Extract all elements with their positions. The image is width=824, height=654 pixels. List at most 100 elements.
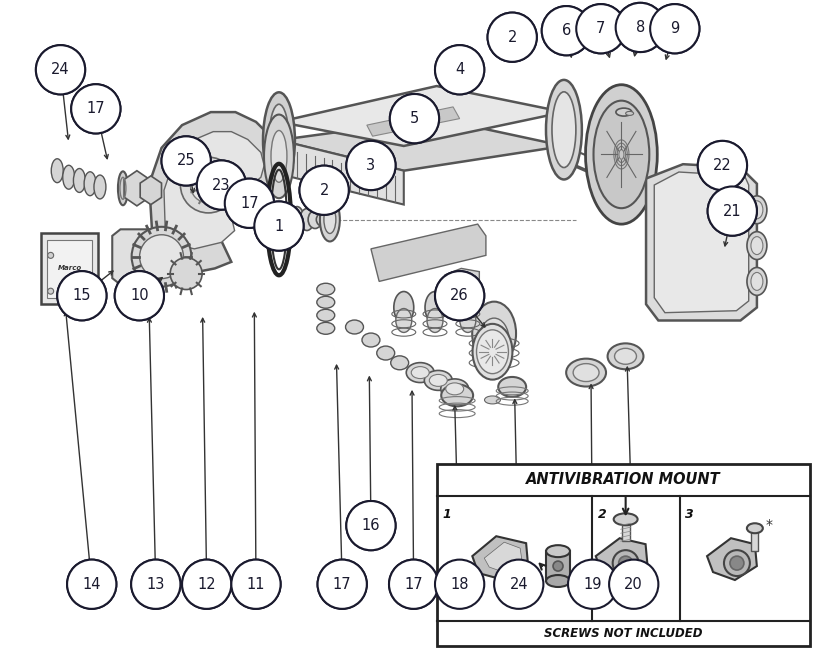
Text: 8: 8: [635, 20, 645, 35]
Text: 24: 24: [509, 577, 528, 592]
Text: 16: 16: [362, 518, 380, 533]
Ellipse shape: [264, 114, 294, 198]
Text: 14: 14: [82, 577, 101, 592]
Text: 24: 24: [509, 577, 528, 592]
Text: 14: 14: [82, 577, 101, 592]
Text: 25: 25: [177, 154, 195, 169]
Polygon shape: [485, 542, 522, 573]
Circle shape: [225, 179, 274, 228]
Text: 2: 2: [597, 508, 606, 521]
Circle shape: [232, 560, 281, 609]
Ellipse shape: [751, 273, 763, 290]
Circle shape: [171, 258, 202, 290]
Text: 26: 26: [451, 288, 469, 303]
Circle shape: [317, 560, 367, 609]
Circle shape: [435, 45, 485, 94]
Circle shape: [435, 271, 485, 320]
Ellipse shape: [94, 175, 106, 199]
Text: 2: 2: [508, 29, 517, 44]
Ellipse shape: [84, 172, 96, 196]
Text: 5: 5: [410, 111, 419, 126]
Polygon shape: [41, 233, 98, 304]
Text: 1: 1: [442, 508, 452, 521]
Text: 20: 20: [625, 577, 643, 592]
Circle shape: [67, 560, 116, 609]
Polygon shape: [124, 171, 150, 206]
Circle shape: [708, 186, 757, 235]
Circle shape: [488, 12, 536, 62]
Circle shape: [132, 227, 191, 286]
Text: 4: 4: [455, 62, 464, 77]
Ellipse shape: [586, 85, 658, 224]
Polygon shape: [596, 538, 648, 580]
Circle shape: [180, 157, 236, 213]
Circle shape: [724, 550, 750, 576]
Ellipse shape: [574, 364, 599, 381]
Ellipse shape: [607, 343, 644, 370]
Ellipse shape: [391, 356, 409, 370]
Ellipse shape: [345, 320, 363, 334]
Text: 3: 3: [686, 508, 695, 521]
Circle shape: [389, 560, 438, 609]
Bar: [437, 464, 810, 646]
Circle shape: [619, 556, 633, 570]
Ellipse shape: [276, 209, 288, 230]
Text: 2: 2: [508, 29, 517, 44]
Ellipse shape: [118, 171, 128, 205]
Text: 17: 17: [333, 577, 352, 592]
Ellipse shape: [411, 367, 429, 379]
Circle shape: [162, 136, 211, 186]
Circle shape: [182, 560, 232, 609]
Text: 13: 13: [147, 577, 165, 592]
Text: 10: 10: [130, 288, 148, 303]
Text: 7: 7: [597, 21, 606, 36]
Circle shape: [494, 560, 543, 609]
Ellipse shape: [425, 292, 445, 323]
Text: 17: 17: [240, 196, 259, 211]
Polygon shape: [707, 538, 757, 580]
Polygon shape: [279, 86, 564, 146]
Circle shape: [650, 4, 700, 54]
Ellipse shape: [316, 322, 335, 334]
Ellipse shape: [546, 80, 582, 179]
Text: 4: 4: [455, 62, 464, 77]
Circle shape: [197, 160, 246, 210]
Ellipse shape: [320, 198, 339, 241]
Text: 17: 17: [333, 577, 352, 592]
Circle shape: [255, 201, 303, 250]
Circle shape: [568, 560, 617, 609]
Ellipse shape: [300, 209, 314, 230]
Text: 2: 2: [320, 182, 329, 198]
Ellipse shape: [480, 318, 509, 362]
Ellipse shape: [266, 207, 279, 232]
Circle shape: [613, 550, 639, 576]
Polygon shape: [371, 224, 486, 281]
Ellipse shape: [472, 324, 513, 379]
Text: 26: 26: [451, 288, 469, 303]
Text: 22: 22: [713, 158, 732, 173]
Circle shape: [541, 6, 591, 56]
Ellipse shape: [747, 523, 763, 533]
Text: 12: 12: [198, 577, 216, 592]
Circle shape: [317, 560, 367, 609]
Circle shape: [346, 501, 396, 550]
Text: 17: 17: [240, 196, 259, 211]
Circle shape: [71, 84, 120, 133]
Text: 6: 6: [562, 23, 571, 38]
Text: 2: 2: [320, 182, 329, 198]
Circle shape: [553, 561, 563, 571]
Circle shape: [650, 4, 700, 54]
Circle shape: [609, 560, 658, 609]
Circle shape: [541, 6, 591, 56]
Ellipse shape: [441, 379, 469, 399]
Circle shape: [197, 160, 246, 210]
Polygon shape: [140, 176, 162, 205]
Ellipse shape: [324, 205, 336, 233]
Ellipse shape: [316, 283, 335, 295]
Ellipse shape: [377, 346, 395, 360]
Circle shape: [435, 271, 485, 320]
Polygon shape: [112, 230, 166, 284]
Circle shape: [730, 556, 744, 570]
Text: 15: 15: [73, 288, 91, 303]
Circle shape: [225, 179, 274, 228]
